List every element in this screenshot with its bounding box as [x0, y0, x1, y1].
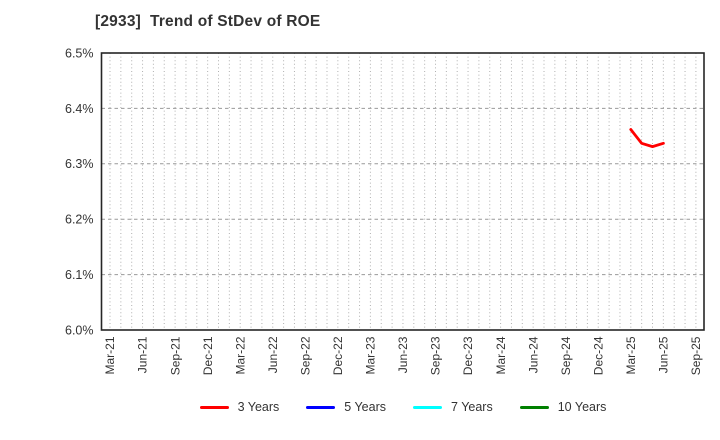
x-tick-label: Mar-24: [494, 336, 508, 374]
legend-line-swatch: [519, 405, 549, 409]
y-tick-label: 6.0%: [65, 323, 94, 337]
x-tick-label: Dec-21: [201, 336, 215, 375]
x-tick-label: Sep-22: [299, 336, 313, 375]
legend-item-10-years: 10 Years: [519, 400, 607, 414]
x-tick-label: Sep-24: [559, 336, 573, 375]
x-tick-label: Sep-25: [689, 336, 703, 375]
x-tick-label: Jun-23: [396, 336, 410, 373]
x-tick-label: Sep-21: [168, 336, 182, 375]
x-tick-label: Mar-22: [233, 336, 247, 374]
legend-line-swatch: [306, 405, 336, 409]
legend: 3 Years 5 Years 7 Years 10 Years: [102, 401, 704, 414]
legend-label: 5 Years: [344, 400, 387, 414]
x-tick-label: Dec-22: [331, 336, 345, 375]
x-tick-label: Jun-21: [136, 336, 150, 373]
x-tick-label: Dec-24: [591, 336, 605, 375]
x-tick-label: Dec-23: [461, 336, 475, 375]
plot-border: [100, 52, 705, 331]
x-tick-label: Sep-23: [429, 336, 443, 375]
legend-item-5-years: 5 Years: [306, 401, 386, 414]
legend-label: 10 Years: [557, 400, 607, 414]
y-tick-label: 6.3%: [65, 157, 94, 171]
y-tick-label: 6.2%: [65, 213, 94, 227]
x-tick-label: Jun-25: [657, 336, 671, 373]
y-tick-label: 6.4%: [65, 102, 94, 116]
legend-line-swatch: [413, 405, 443, 409]
chart-title: [2933] Trend of StDev of ROE: [95, 13, 321, 30]
x-tick-label: Jun-22: [266, 336, 280, 373]
x-tick-label: Jun-24: [526, 336, 540, 373]
y-tick-label: 6.1%: [65, 268, 94, 282]
legend-line-swatch: [199, 405, 229, 409]
x-tick-label: Mar-23: [364, 336, 378, 374]
series-line-3-years: [629, 128, 665, 149]
x-tick-label: Mar-21: [103, 336, 117, 374]
y-tick-label: 6.5%: [65, 46, 94, 60]
legend-label: 3 Years: [237, 400, 280, 414]
legend-item-7-years: 7 Years: [413, 401, 493, 414]
legend-label: 7 Years: [451, 400, 493, 414]
legend-item-3-years: 3 Years: [199, 400, 280, 414]
x-tick-label: Mar-25: [624, 336, 638, 374]
